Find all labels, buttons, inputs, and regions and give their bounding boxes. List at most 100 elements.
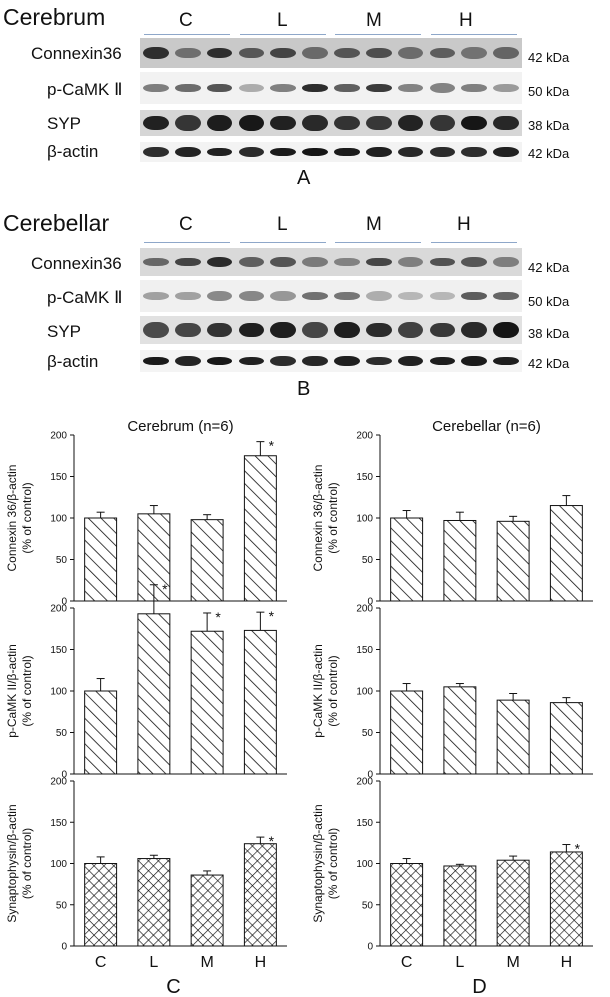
lane-group-line bbox=[144, 34, 230, 35]
blot-band bbox=[493, 357, 519, 365]
blot-band bbox=[143, 292, 169, 300]
blot-band bbox=[493, 256, 519, 268]
y-tick-label: 200 bbox=[50, 777, 67, 788]
blot-band bbox=[143, 257, 169, 266]
blot-band bbox=[174, 115, 201, 131]
blot-band bbox=[143, 147, 169, 157]
y-tick-label: 150 bbox=[50, 645, 67, 656]
blot-band bbox=[334, 257, 360, 267]
blot-band bbox=[397, 47, 424, 59]
blot-a-kda-syp: 38 kDa bbox=[528, 118, 570, 133]
blot-band bbox=[461, 257, 488, 267]
blot-b-group-l: L bbox=[277, 214, 288, 235]
y-tick-label: 150 bbox=[356, 645, 373, 656]
blot-band bbox=[302, 83, 328, 93]
blot-band bbox=[429, 357, 456, 365]
blot-band bbox=[302, 356, 328, 366]
x-tick-label: H bbox=[255, 954, 267, 971]
blot-band bbox=[238, 291, 265, 301]
lane-group-line bbox=[335, 34, 421, 35]
bar bbox=[84, 690, 118, 775]
y-tick-label: 0 bbox=[61, 942, 67, 953]
y-tick-label: 50 bbox=[56, 555, 68, 566]
blot-b-kda-connexin36: 42 kDa bbox=[528, 260, 570, 275]
y-tick-label: 50 bbox=[362, 900, 374, 911]
y-tick-label: 100 bbox=[356, 687, 373, 698]
blot-band bbox=[174, 257, 201, 267]
blot-strip bbox=[140, 280, 522, 312]
blot-band bbox=[365, 357, 392, 365]
x-tick-label: H bbox=[561, 954, 573, 971]
significance-star: * bbox=[215, 609, 221, 625]
y-axis-label: Connexin 36/β-actin bbox=[5, 465, 19, 572]
y-tick-label: 0 bbox=[367, 942, 373, 953]
blot-band bbox=[238, 257, 265, 267]
blot-a-group-m: M bbox=[366, 10, 382, 31]
blot-band bbox=[493, 84, 519, 92]
blot-band bbox=[206, 291, 233, 301]
blot-band bbox=[397, 356, 424, 366]
blot-b-kda-pcamk: 50 kDa bbox=[528, 294, 570, 309]
y-axis-label: (% of control) bbox=[20, 482, 34, 553]
blot-b-image bbox=[140, 242, 522, 374]
blot-band bbox=[397, 115, 424, 131]
blot-band bbox=[143, 322, 169, 338]
x-tick-label: M bbox=[200, 954, 213, 971]
y-tick-label: 100 bbox=[50, 514, 67, 525]
blot-band bbox=[397, 147, 424, 157]
blot-a-group-c: C bbox=[179, 10, 193, 31]
significance-star: * bbox=[269, 833, 275, 849]
bar bbox=[137, 858, 171, 947]
blot-band bbox=[365, 257, 392, 267]
blot-band bbox=[334, 48, 360, 58]
blot-band bbox=[461, 116, 488, 130]
blot-band bbox=[270, 148, 297, 156]
blot-b-kda-syp: 38 kDa bbox=[528, 326, 570, 341]
y-axis-label: p-CaMK II/β-actin bbox=[5, 644, 19, 738]
panel-label-a: A bbox=[297, 167, 311, 189]
y-tick-label: 200 bbox=[50, 431, 67, 442]
chart-title: Cerebrum (n=6) bbox=[127, 418, 233, 435]
significance-star: * bbox=[162, 581, 168, 597]
blot-band bbox=[238, 47, 265, 59]
y-tick-label: 200 bbox=[356, 777, 373, 788]
y-tick-label: 100 bbox=[50, 859, 67, 870]
blot-band bbox=[174, 47, 201, 59]
bar bbox=[443, 686, 477, 775]
y-tick-label: 50 bbox=[56, 900, 68, 911]
blot-a-kda-connexin36: 42 kDa bbox=[528, 50, 570, 65]
bar bbox=[496, 520, 530, 602]
y-tick-label: 150 bbox=[50, 818, 67, 829]
blot-band bbox=[143, 47, 169, 59]
blot-band bbox=[429, 322, 456, 338]
blot-a-label-actin: β-actin bbox=[47, 142, 99, 161]
blot-band bbox=[238, 357, 265, 365]
x-tick-label: C bbox=[95, 954, 107, 971]
y-tick-label: 150 bbox=[356, 818, 373, 829]
blot-band bbox=[429, 257, 456, 267]
x-tick-label: L bbox=[149, 954, 158, 971]
blot-band bbox=[206, 115, 233, 131]
blot-band bbox=[461, 47, 488, 59]
blot-band bbox=[334, 83, 360, 93]
y-tick-label: 50 bbox=[56, 728, 68, 739]
bar bbox=[243, 455, 277, 602]
x-tick-label: C bbox=[401, 954, 413, 971]
blot-strip bbox=[140, 72, 522, 104]
blot-band bbox=[143, 356, 169, 366]
lane-group-line bbox=[335, 242, 421, 243]
y-axis-label: Connexin 36/β-actin bbox=[311, 465, 325, 572]
bar bbox=[243, 843, 277, 947]
y-axis-label: (% of control) bbox=[20, 655, 34, 726]
blot-b-label-actin: β-actin bbox=[47, 352, 99, 371]
lane-group-line bbox=[430, 34, 517, 35]
blot-band bbox=[206, 257, 233, 267]
panel-label-b: B bbox=[297, 378, 311, 400]
blot-a-group-h: H bbox=[459, 10, 473, 31]
bar bbox=[243, 629, 277, 775]
y-tick-label: 100 bbox=[356, 859, 373, 870]
blot-band bbox=[206, 48, 233, 58]
y-tick-label: 200 bbox=[356, 431, 373, 442]
blot-band bbox=[334, 147, 360, 157]
